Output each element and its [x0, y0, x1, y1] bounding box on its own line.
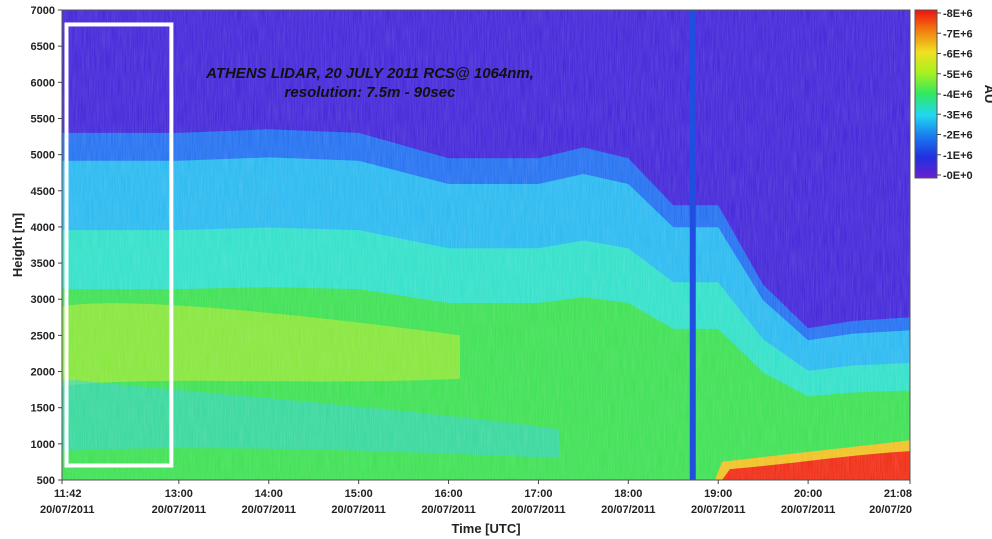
- y-tick-label: 4000: [31, 222, 55, 234]
- colorbar: [914, 9, 938, 179]
- y-tick-label: 5000: [31, 150, 55, 162]
- x-tick-time: 16:00: [434, 488, 462, 500]
- y-tick-label: 4500: [31, 186, 55, 198]
- colorbar-ticks: -8E+6 -7E+6 -6E+6 -5E+6 -4E+6 -3E+6 -2E+6 -1E+6…: [937, 8, 973, 182]
- x-tick-date: 20/07/2011: [242, 504, 296, 516]
- y-tick-label: 1000: [31, 439, 55, 451]
- x-tick-date: 20/07/2011: [40, 504, 94, 516]
- plot-area: [62, 10, 910, 480]
- y-tick-label: 500: [37, 475, 55, 487]
- x-tick-time: 11:42: [54, 488, 82, 500]
- chart-title-line1: ATHENS LIDAR, 20 JULY 2011 RCS@ 1064nm,: [205, 65, 534, 82]
- x-tick-date: 20/07/20: [869, 504, 912, 516]
- y-axis-ticks: 500 1000 1500 2000 2500 3000 3500 4000 4500 5000 5…: [31, 5, 62, 487]
- x-tick-date: 20/07/2011: [421, 504, 475, 516]
- x-tick-date: 20/07/2011: [691, 504, 745, 516]
- y-tick-label: 2000: [31, 367, 55, 379]
- colorbar-tick-label: -5E+6: [943, 69, 973, 81]
- x-tick-date: 20/07/2011: [601, 504, 655, 516]
- colorbar-tick-label: -2E+6: [943, 130, 973, 142]
- x-tick-time: 21:08: [884, 488, 912, 500]
- y-tick-label: 5500: [31, 113, 55, 125]
- plot-frame: [61, 9, 911, 481]
- colorbar-tick-label: -6E+6: [943, 49, 973, 61]
- y-tick-label: 3000: [31, 294, 55, 306]
- highlight-box: [64, 22, 174, 468]
- colorbar-tick-label: -3E+6: [943, 109, 973, 121]
- x-tick-time: 20:00: [794, 488, 822, 500]
- x-tick-date: 20/07/2011: [152, 504, 206, 516]
- x-tick-time: 18:00: [614, 488, 642, 500]
- y-axis-label: Height [m]: [10, 213, 25, 277]
- x-tick-time: 15:00: [345, 488, 373, 500]
- y-tick-label: 1500: [31, 403, 55, 415]
- data-gap-line: [689, 10, 696, 480]
- y-tick-label: 3500: [31, 258, 55, 270]
- colorbar-tick-label: -1E+6: [943, 150, 973, 162]
- y-tick-label: 6500: [31, 41, 55, 53]
- x-axis-ticks: 11:42 20/07/2011 13:00 20/07/2011 14:00 20/07…: [40, 480, 912, 516]
- x-tick-time: 13:00: [165, 488, 193, 500]
- y-tick-label: 6000: [31, 77, 55, 89]
- y-tick-label: 7000: [31, 5, 55, 17]
- x-axis-label: Time [UTC]: [451, 521, 520, 536]
- heatmap-layers: [62, 10, 910, 480]
- colorbar-tick-label: -7E+6: [943, 28, 973, 40]
- colorbar-tick-label: -8E+6: [943, 8, 973, 20]
- x-tick-date: 20/07/2011: [331, 504, 385, 516]
- chart-title-line2: resolution: 7.5m - 90sec: [285, 84, 457, 101]
- x-tick-date: 20/07/2011: [781, 504, 835, 516]
- y-tick-label: 2500: [31, 330, 55, 342]
- x-tick-time: 17:00: [524, 488, 552, 500]
- signal-noise-texture: [62, 10, 910, 480]
- colorbar-label: AU: [982, 85, 992, 104]
- x-tick-date: 20/07/2011: [511, 504, 565, 516]
- colorbar-tick-label: -4E+6: [943, 89, 973, 101]
- colorbar-tick-label: -0E+0: [943, 170, 973, 182]
- x-tick-time: 19:00: [704, 488, 732, 500]
- x-tick-time: 14:00: [255, 488, 283, 500]
